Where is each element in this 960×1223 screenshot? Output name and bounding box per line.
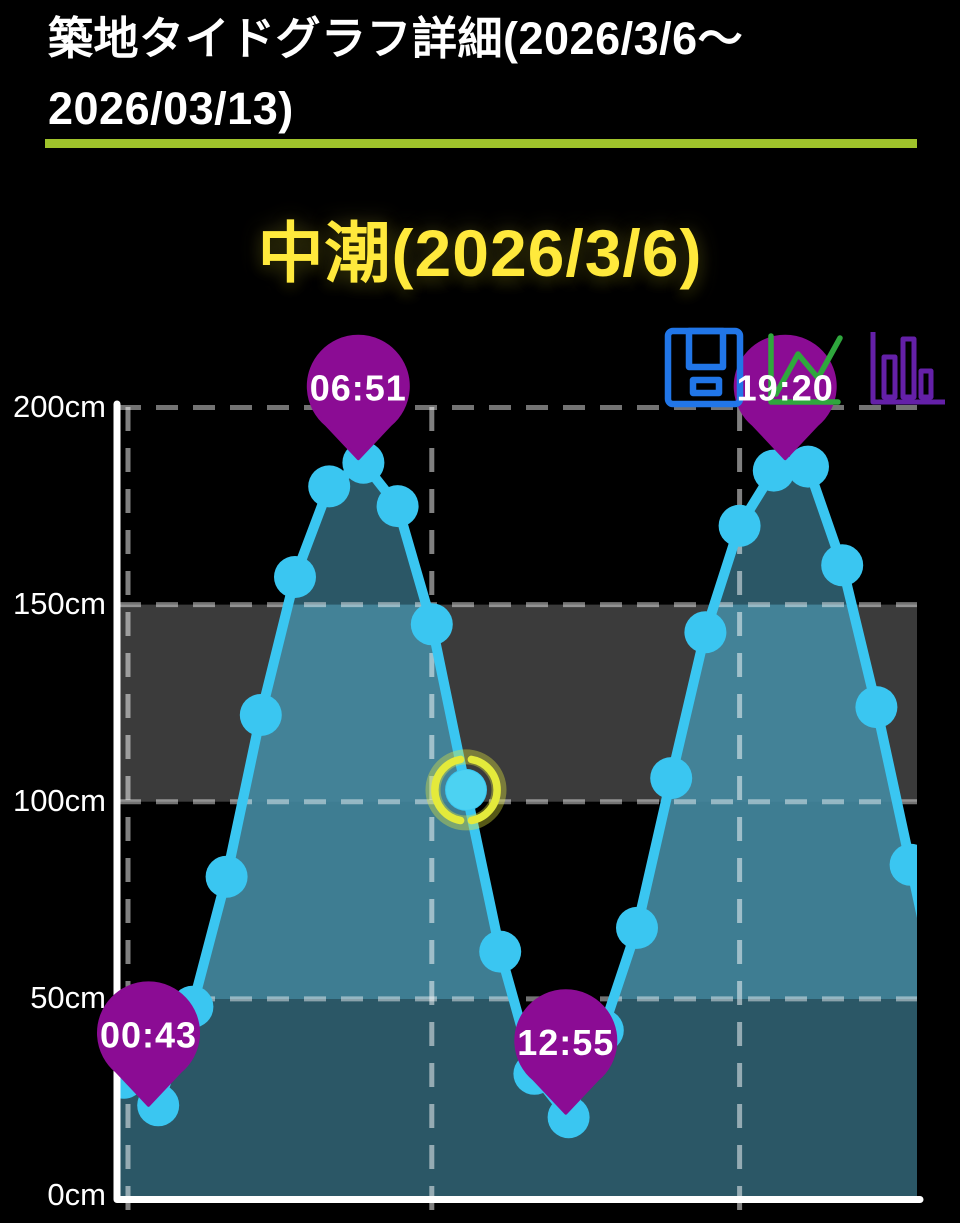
chart-title: 中潮(2026/3/6) [257,216,703,290]
tide-extreme-pin-low [514,989,618,1115]
data-point-21h [821,544,864,587]
data-point-23h [889,843,917,886]
bar-chart-icon[interactable] [870,332,945,405]
current-level-marker [425,749,507,831]
data-point-18h [718,504,761,547]
tide-extreme-pin-high [306,334,410,461]
page-title-line1: 築地タイドグラフ詳細(2026/3/6〜 [48,13,744,64]
data-point-3h [205,855,248,898]
data-point-20h [787,445,829,488]
data-point-11h [479,930,522,973]
extreme-pins [97,334,837,1115]
current-level-dot [446,769,486,810]
tide-extreme-pin-low [97,981,200,1107]
data-point-16h [650,757,693,800]
y-axis-label-100: 100cm [12,783,106,818]
data-point-5h [274,556,316,598]
current-level-ring [467,755,501,825]
y-axis-label-200: 200cm [12,389,106,424]
data-point-8h [376,485,419,528]
data-point-9h [410,603,453,646]
pin-time-label: 19:20 [737,368,834,409]
y-axis-label-50: 50cm [30,980,106,1015]
page-title: 築地タイドグラフ詳細(2026/3/6〜 2026/03/13) [48,4,928,144]
data-point-22h [855,686,898,729]
data-point-6h [308,465,351,508]
pin-time-label: 06:51 [310,368,407,409]
extreme-pin-labels: 00:43 06:51 12:55 19:20 [100,368,834,1063]
toolbar-icons [664,327,945,408]
tide-curve [119,441,917,1139]
line-chart-icon[interactable] [768,333,843,405]
data-point-4h [239,694,282,736]
data-point-17h [684,611,727,654]
y-axis-label-150: 150cm [12,586,106,621]
save-icon[interactable] [664,327,744,408]
current-level-ring [431,755,465,825]
data-point-15h [616,906,658,949]
axis-lines [113,400,924,1203]
y-axis-label-0: 0cm [47,1177,106,1212]
data-point-19h [752,449,795,492]
pin-time-label: 12:55 [517,1022,614,1063]
pin-time-label: 00:43 [100,1014,197,1055]
title-underline [45,139,917,148]
page-title-line2: 2026/03/13) [48,83,294,135]
